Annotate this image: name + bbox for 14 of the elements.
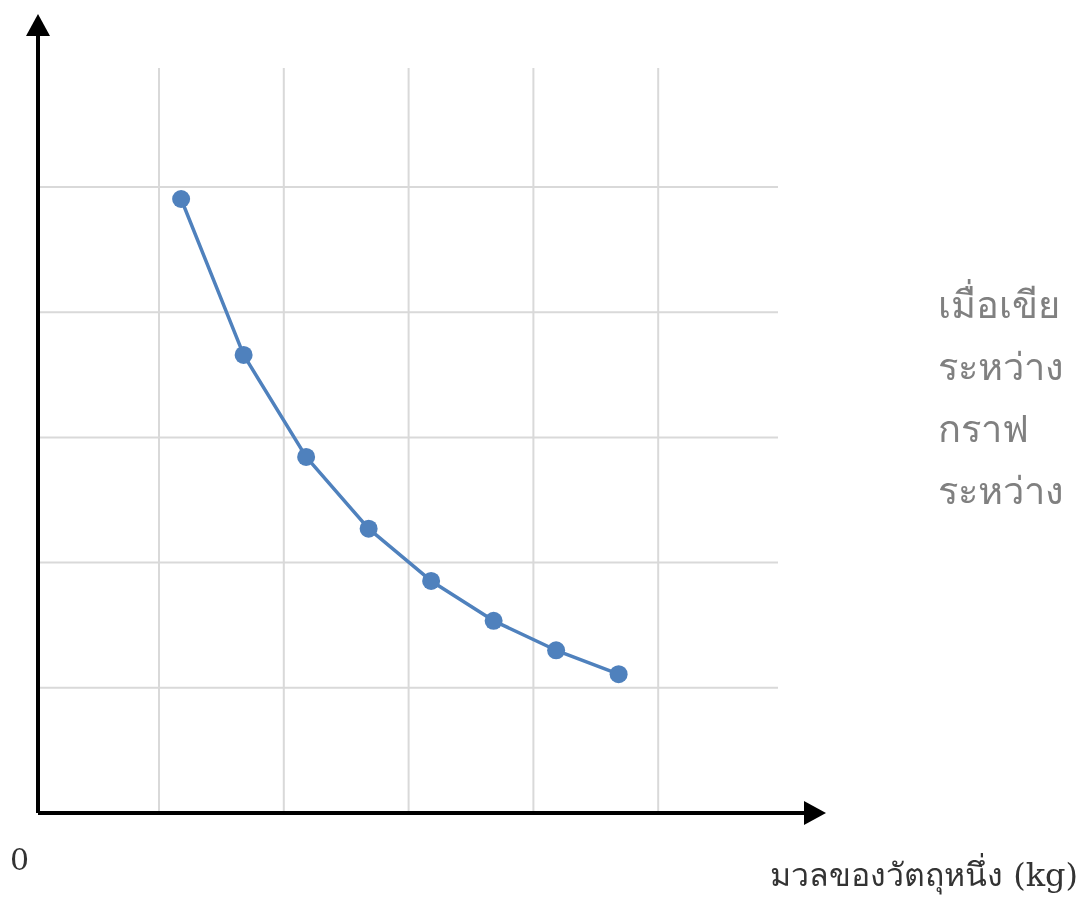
x-axis-title: มวลของวัตถุหนึ่ง (kg)	[769, 853, 1078, 895]
point	[297, 447, 316, 466]
point	[484, 611, 503, 630]
point	[422, 571, 441, 590]
text: ระหว่าง	[938, 469, 1064, 513]
text: 0	[10, 842, 30, 877]
point	[234, 345, 253, 364]
text: ระหว่าง	[938, 345, 1064, 389]
text: เมื่อเขีย	[938, 279, 1060, 327]
point	[547, 641, 566, 660]
point	[609, 665, 628, 684]
point	[359, 519, 378, 538]
point	[172, 190, 191, 208]
text: กราฟ	[938, 407, 1029, 451]
